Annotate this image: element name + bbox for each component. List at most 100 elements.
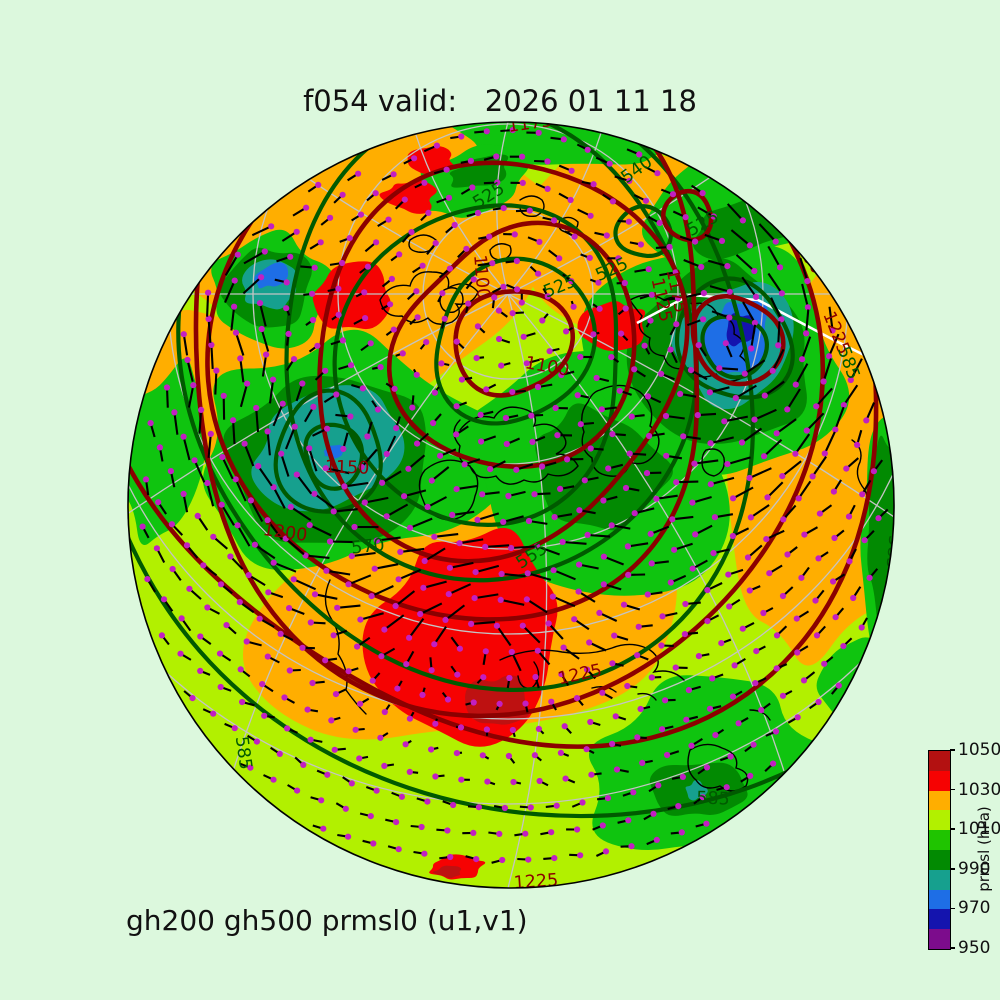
wind-dot bbox=[424, 503, 431, 510]
wind-dot bbox=[264, 428, 271, 435]
wind-dot bbox=[672, 664, 679, 671]
wind-dot bbox=[282, 535, 289, 542]
wind-tail bbox=[249, 499, 264, 522]
colorbar-segment bbox=[929, 810, 950, 831]
wind-tail bbox=[665, 414, 685, 420]
wind-dot bbox=[397, 548, 404, 556]
wind-dot bbox=[551, 855, 558, 862]
wind-dot bbox=[628, 843, 635, 850]
wind-dot bbox=[700, 290, 708, 297]
wind-dot bbox=[291, 423, 298, 430]
wind-dot bbox=[653, 836, 660, 844]
wind-dot bbox=[285, 330, 292, 337]
wind-dot bbox=[622, 484, 630, 492]
wind-tail bbox=[611, 524, 631, 530]
wind-dot bbox=[624, 543, 632, 550]
wind-dot bbox=[525, 517, 533, 525]
coastline bbox=[701, 448, 725, 477]
wind-dot bbox=[760, 609, 767, 617]
wind-dot bbox=[832, 614, 839, 621]
wind-dot bbox=[513, 466, 520, 473]
wind-dot bbox=[615, 255, 622, 262]
wind-dot bbox=[456, 540, 463, 547]
wind-dot bbox=[747, 772, 754, 780]
wind-dot bbox=[609, 198, 617, 205]
wind-tail bbox=[239, 358, 245, 383]
wind-tail bbox=[598, 611, 618, 622]
wind-dot bbox=[718, 640, 725, 647]
wind-dot bbox=[232, 329, 240, 336]
wind-dot bbox=[548, 698, 555, 705]
wind-dot bbox=[792, 381, 799, 388]
wind-dot bbox=[163, 384, 171, 391]
wind-dot bbox=[544, 158, 551, 165]
wind-dot bbox=[531, 752, 539, 759]
wind-dot bbox=[637, 705, 644, 713]
colorbar-tick-label: 970 bbox=[958, 898, 991, 919]
wind-dot bbox=[829, 327, 836, 334]
wind-dot bbox=[571, 616, 578, 623]
wind-dot bbox=[650, 810, 657, 817]
wind-tail bbox=[360, 612, 384, 621]
wind-dot bbox=[373, 239, 380, 246]
wind-tail bbox=[735, 384, 757, 399]
wind-dot bbox=[675, 803, 682, 810]
wind-dot bbox=[859, 491, 866, 498]
wind-dot bbox=[704, 587, 711, 594]
wind-dot bbox=[339, 259, 346, 267]
wind-dot bbox=[618, 330, 625, 337]
wind-tail bbox=[758, 223, 777, 243]
wind-dot bbox=[590, 331, 597, 338]
wind-dot bbox=[153, 545, 160, 552]
wind-dot bbox=[421, 557, 428, 565]
wind-dot bbox=[664, 751, 671, 759]
wind-tail bbox=[603, 555, 624, 566]
wind-dot bbox=[505, 752, 512, 760]
wind-dot bbox=[286, 605, 293, 612]
wind-tail bbox=[381, 470, 402, 484]
wind-dot bbox=[732, 394, 739, 402]
wind-dot bbox=[519, 622, 526, 629]
wind-dot bbox=[519, 179, 526, 186]
wind-tail bbox=[770, 297, 783, 320]
wind-tail bbox=[471, 621, 496, 625]
wind-dot bbox=[658, 370, 665, 377]
wind-tail bbox=[801, 336, 812, 360]
wind-dot bbox=[624, 682, 631, 690]
wind-tail bbox=[295, 473, 313, 495]
wind-dot bbox=[364, 433, 371, 440]
wind-dot bbox=[340, 445, 347, 452]
wind-dot bbox=[345, 581, 352, 588]
wind-dot bbox=[437, 452, 444, 459]
wind-tail bbox=[794, 363, 809, 386]
wind-dot bbox=[247, 497, 254, 504]
wind-tail bbox=[285, 426, 296, 450]
wind-dot bbox=[355, 170, 362, 177]
wind-dot bbox=[351, 523, 358, 531]
wind-dot bbox=[155, 499, 162, 506]
wind-dot bbox=[778, 290, 786, 297]
wind-dot bbox=[621, 279, 628, 287]
wind-dot bbox=[698, 263, 705, 271]
graticule-meridian bbox=[507, 293, 548, 888]
wind-tail bbox=[444, 604, 466, 621]
wind-dot bbox=[306, 445, 313, 452]
wind-tail bbox=[709, 386, 730, 394]
wind-dot bbox=[409, 404, 416, 411]
wind-tail bbox=[672, 515, 694, 521]
wind-dot bbox=[556, 255, 563, 262]
wind-tail bbox=[290, 506, 312, 522]
wind-dot bbox=[474, 516, 481, 524]
wind-tail bbox=[676, 480, 699, 484]
wind-dot bbox=[309, 290, 316, 297]
wind-dot bbox=[573, 695, 581, 702]
wind-dot bbox=[699, 794, 706, 801]
wind-tail bbox=[261, 354, 268, 377]
wind-dot bbox=[387, 301, 394, 308]
wind-dot bbox=[446, 265, 453, 272]
wind-tail bbox=[776, 418, 797, 435]
wind-dot bbox=[432, 773, 439, 780]
wind-tail bbox=[224, 280, 236, 304]
wind-dot bbox=[158, 632, 165, 639]
wind-tail bbox=[500, 598, 525, 606]
